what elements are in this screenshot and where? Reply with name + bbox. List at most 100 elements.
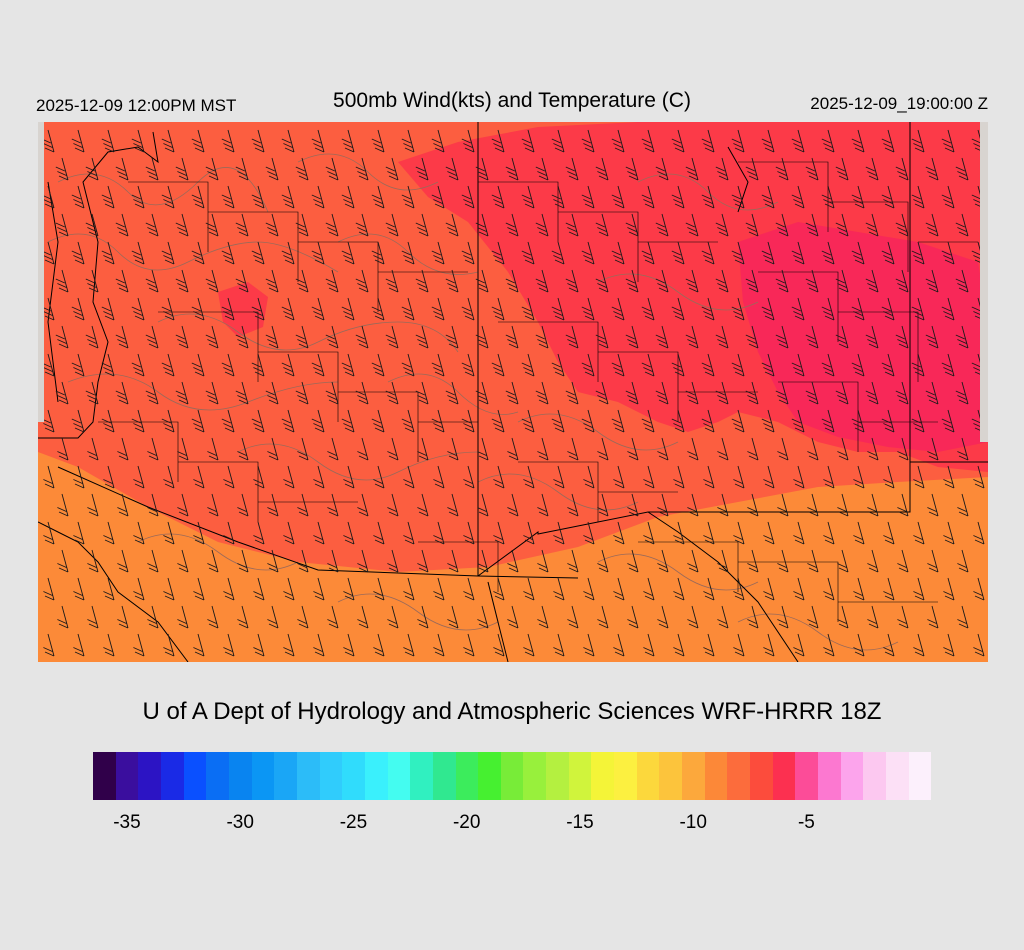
wind-barb: [311, 129, 325, 153]
wind-barb: [415, 325, 429, 349]
wind-barb: [613, 465, 625, 489]
wind-barb: [43, 521, 55, 545]
wind-barb: [385, 325, 399, 349]
wind-barb: [175, 325, 189, 349]
wind-barb: [355, 325, 369, 349]
wind-barb: [551, 241, 565, 265]
wind-barb: [207, 549, 219, 573]
wind-barb: [87, 605, 99, 629]
county-line: [828, 201, 909, 272]
colorbar-swatch: [546, 752, 569, 800]
terrain-contour: [637, 173, 779, 211]
temperature-colorbar: [93, 752, 932, 800]
wind-barb: [221, 353, 235, 377]
wind-barb: [973, 521, 985, 545]
wind-barb: [537, 605, 549, 629]
wind-barb: [131, 185, 145, 209]
wind-barb: [535, 381, 549, 405]
wind-barb: [463, 521, 475, 545]
model-credit: U of A Dept of Hydrology and Atmospheric…: [142, 698, 882, 725]
wind-barb: [537, 437, 549, 461]
wind-barb: [927, 493, 939, 517]
wind-barb: [57, 605, 69, 629]
wind-barb: [955, 157, 969, 181]
wind-barb: [433, 521, 445, 545]
wind-barb: [883, 633, 895, 657]
wind-barb: [205, 381, 219, 405]
wind-barb: [73, 633, 85, 657]
wind-barb: [131, 409, 145, 433]
wind-barb: [567, 605, 579, 629]
wind-barb: [595, 325, 609, 349]
wind-barb: [43, 577, 55, 601]
wind-barb: [251, 129, 265, 153]
wind-barb: [343, 465, 355, 489]
wind-barb: [327, 437, 339, 461]
colorbar-swatch: [795, 752, 818, 800]
wind-barb: [281, 185, 295, 209]
wind-barb: [895, 381, 909, 405]
wind-barb: [641, 353, 655, 377]
county-line: [418, 541, 499, 592]
wind-barb: [373, 521, 385, 545]
wind-barb: [491, 297, 505, 321]
wind-barb: [103, 521, 115, 545]
wind-barb: [207, 437, 219, 461]
colorbar-swatch: [319, 752, 343, 800]
wind-barb: [911, 409, 925, 433]
wind-barb: [385, 269, 399, 293]
map-edge-strip: [38, 122, 44, 422]
wind-barb: [627, 605, 639, 629]
wind-barb: [761, 297, 775, 321]
wind-barb: [913, 521, 925, 545]
wind-barb: [327, 549, 339, 573]
wind-barb: [431, 129, 445, 153]
wind-barb: [491, 241, 505, 265]
wind-barb: [791, 241, 805, 265]
wind-barb: [115, 381, 129, 405]
wind-barb: [597, 493, 609, 517]
wind-barb: [625, 325, 639, 349]
wind-barb: [461, 297, 475, 321]
colorbar-swatch: [183, 752, 207, 800]
wind-barb: [715, 157, 729, 181]
political-boundaries: [38, 122, 988, 662]
state-border: [477, 122, 911, 577]
wind-barb: [941, 409, 955, 433]
wind-barb: [867, 493, 879, 517]
wind-barb: [821, 297, 835, 321]
wind-barb: [941, 241, 955, 265]
terrain-contour: [47, 233, 339, 273]
wind-barb: [491, 409, 505, 433]
wind-barb: [567, 437, 579, 461]
wind-barb: [265, 157, 279, 181]
wind-barb: [221, 409, 235, 433]
wind-barb: [925, 213, 939, 237]
wind-barb: [445, 269, 459, 293]
wind-barb: [821, 185, 835, 209]
wind-barb: [717, 605, 729, 629]
wind-barb: [401, 241, 415, 265]
wind-barb: [655, 213, 669, 237]
wind-barb: [133, 577, 145, 601]
wind-barb: [267, 437, 279, 461]
wind-barb: [325, 325, 339, 349]
wind-barb: [625, 269, 639, 293]
wind-barb: [223, 465, 235, 489]
wind-barb: [235, 325, 249, 349]
wind-barb: [643, 465, 655, 489]
wind-barb: [71, 409, 85, 433]
wind-barb: [973, 465, 985, 489]
wind-barb: [133, 521, 145, 545]
wind-barb: [613, 633, 625, 657]
wind-barb: [193, 521, 205, 545]
wind-barb: [131, 129, 145, 153]
wind-barb: [371, 185, 385, 209]
wind-barb: [777, 437, 789, 461]
wind-barb: [731, 185, 745, 209]
wind-barb: [611, 297, 625, 321]
wind-barb: [521, 297, 535, 321]
wind-barb: [881, 129, 895, 153]
wind-barb: [685, 269, 699, 293]
